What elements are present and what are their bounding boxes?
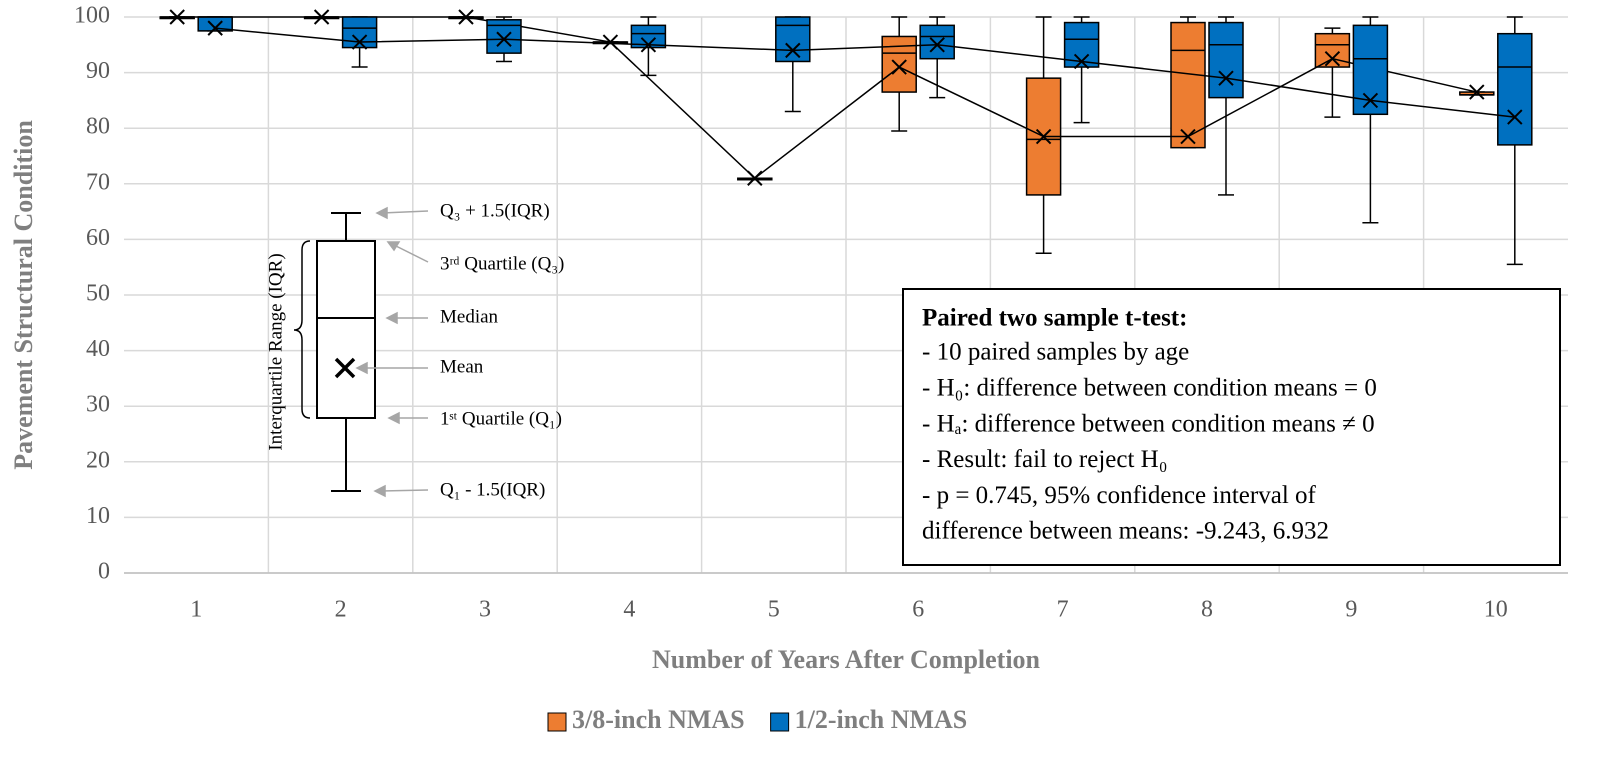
x-tick-label: 10: [1484, 597, 1508, 623]
mean-marker: [1180, 128, 1196, 145]
box: [486, 16, 522, 63]
mean-marker: [747, 170, 763, 186]
box-body: [881, 35, 917, 93]
key-label: 1ˢᵗ Quartile (Q₁): [440, 408, 562, 429]
mean-marker: [351, 34, 368, 50]
key-label: Median: [440, 306, 499, 327]
stats-line: - H₀: difference between condition means…: [922, 375, 1377, 402]
y-tick-label: 0: [98, 559, 110, 585]
mean-marker: [1218, 70, 1234, 86]
key-label: 3ʳᵈ Quartile (Q₃): [440, 253, 564, 274]
mean-marker: [1073, 53, 1090, 70]
box: [197, 16, 233, 32]
y-tick-label: 10: [86, 503, 110, 529]
stats-line: - p = 0.745, 95% confidence interval of: [922, 482, 1317, 509]
box-key: [293, 212, 376, 492]
mean-marker: [891, 59, 907, 75]
box-body: [1170, 21, 1206, 149]
box: [775, 16, 811, 113]
legend-label: 1/2-inch NMAS: [795, 705, 968, 734]
mean-line: [215, 27, 1515, 118]
mean-marker: [458, 9, 474, 25]
box-body: [1497, 32, 1533, 146]
box-body: [775, 16, 811, 63]
key-label: Q₁ - 1.5(IQR): [440, 479, 545, 500]
box-body: [630, 24, 667, 49]
box-body: [1208, 21, 1244, 99]
key-label: Q₃ + 1.5(IQR): [440, 200, 550, 221]
key-box: [316, 240, 376, 419]
x-axis-title: Number of Years After Completion: [652, 645, 1041, 674]
stats-title: Paired two sample t-test:: [922, 305, 1187, 332]
legend-swatch: [547, 712, 567, 732]
stats-lines: - 10 paired samples by age - H₀: differen…: [922, 339, 1377, 545]
mean-marker: [929, 37, 945, 53]
x-tick-label: 5: [768, 597, 780, 623]
y-tick-label: 20: [86, 447, 110, 473]
stats-box: [902, 288, 1561, 566]
legend: 3/8-inch NMAS 1/2-inch NMAS: [547, 705, 968, 734]
y-tick-label: 40: [86, 336, 110, 362]
stats-line: - Hₐ: difference between condition means…: [922, 410, 1375, 437]
mean-line: [177, 16, 1477, 180]
mean-marker: [496, 31, 512, 47]
key-label: Interquartile Range (IQR): [265, 253, 286, 450]
y-tick-label: 50: [86, 281, 110, 307]
y-tick-label: 100: [74, 3, 110, 29]
x-tick-label: 3: [479, 597, 491, 623]
mean-marker: [602, 34, 619, 50]
box: [919, 16, 955, 99]
mean-marker: [1035, 128, 1052, 145]
legend-swatch: [770, 712, 790, 732]
y-tick-label: 70: [86, 169, 110, 195]
x-tick-label: 4: [623, 597, 635, 623]
mean-marker: [207, 20, 223, 36]
key-mean: [334, 357, 356, 379]
mean-marker: [169, 9, 185, 25]
key-label: Mean: [440, 356, 484, 377]
stats-line: difference between means: -9.243, 6.932: [922, 518, 1329, 545]
plot-area: 0 10 20 30 40 50 60 70 80 90 100 1 2 3 4 5 6 7 8 9 10: [74, 3, 1568, 623]
mean-marker: [1469, 84, 1485, 100]
box: [1497, 16, 1533, 266]
x-tick-label: 7: [1057, 597, 1069, 623]
mean-marker: [1507, 109, 1523, 125]
y-axis-title: Pavement Structural Condition: [9, 120, 38, 470]
x-tick-label: 6: [912, 597, 924, 623]
key-brace: [293, 240, 311, 419]
box: [1352, 16, 1389, 224]
x-tick-label: 2: [335, 597, 347, 623]
mean-marker: [1362, 92, 1379, 109]
box: [1063, 16, 1100, 124]
x-tick-label: 8: [1201, 597, 1213, 623]
mean-marker: [1324, 50, 1341, 67]
legend-label: 3/8-inch NMAS: [572, 705, 745, 734]
stats-line: - Result: fail to reject H₀: [922, 446, 1167, 473]
y-tick-label: 30: [86, 392, 110, 418]
y-tick-label: 80: [86, 114, 110, 140]
stats-line: - 10 paired samples by age: [922, 339, 1189, 366]
mean-marker: [785, 42, 801, 59]
box: [881, 16, 917, 132]
x-tick-label: 1: [190, 597, 202, 623]
box: [630, 16, 667, 77]
key-arrows: [355, 206, 429, 498]
x-tick-label: 9: [1345, 597, 1357, 623]
box: [1208, 16, 1244, 196]
mean-marker: [640, 37, 657, 53]
box-body: [919, 24, 955, 60]
y-tick-label: 60: [86, 225, 110, 251]
y-tick-label: 90: [86, 58, 110, 84]
box: [1170, 16, 1206, 149]
mean-marker: [313, 9, 330, 25]
